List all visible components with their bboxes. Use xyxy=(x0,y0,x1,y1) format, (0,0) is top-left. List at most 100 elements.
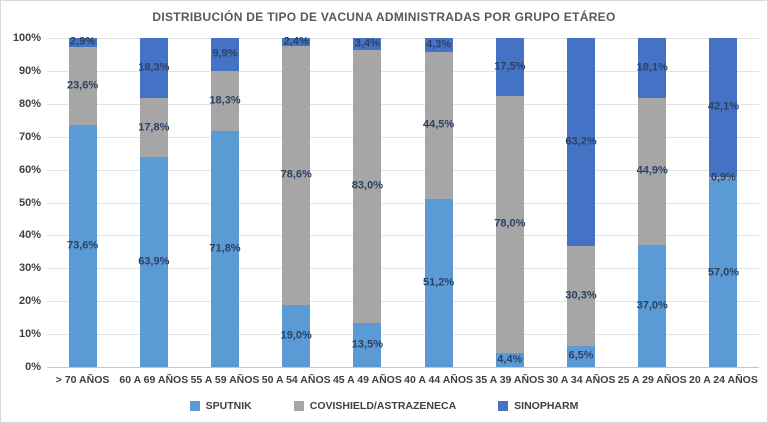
category-label: > 70 AÑOS xyxy=(55,374,110,386)
bar-stack: 73,6% 23,6% 2,9% xyxy=(66,35,99,367)
bar-segment-sinopharm xyxy=(495,38,524,96)
segment-data-label: 4,3% xyxy=(426,38,452,51)
x-axis: > 70 AÑOS 60 A 69 AÑOS 55 A 59 AÑOS 50 A 54… xyxy=(47,374,759,386)
segment-data-label: 78,6% xyxy=(280,168,312,181)
category-label: 25 A 29 AÑOS xyxy=(617,374,687,386)
segment-data-label: 30,3% xyxy=(565,289,597,302)
segment-data-label: 3,4% xyxy=(354,37,380,50)
segment-data-label: 42,1% xyxy=(707,100,740,113)
bar-column: 13,5% 83,0% 3,4% xyxy=(332,38,403,367)
segment-data-label: 4,4% xyxy=(497,353,523,366)
chart-title: DISTRIBUCIÓN DE TIPO DE VACUNA ADMINISTR… xyxy=(152,10,616,24)
segment-data-label: 9,9% xyxy=(212,47,238,60)
segment-data-label: 37,0% xyxy=(636,299,668,312)
bar-stack: 37,0% 44,9% 18,1% xyxy=(636,38,668,367)
bar-stack: 6,5% 30,3% 63,2% xyxy=(565,38,597,367)
segment-data-label: 73,6% xyxy=(66,239,99,252)
bar-segment-sinopharm xyxy=(139,38,168,99)
bar-segment-covishield-astrazeneca xyxy=(282,45,311,305)
x-axis-line xyxy=(47,367,759,368)
bar-segment-covishield-astrazeneca xyxy=(495,95,524,353)
y-tick-label: 0% xyxy=(25,361,41,373)
plot-area: 73,6% 23,6% 2,9% 63,9% 17,8% 18,3% 71,8% 18,3% 9… xyxy=(47,35,759,368)
bar-column: 19,0% 78,6% 2,4% xyxy=(261,35,332,367)
grid-line xyxy=(47,136,759,138)
segment-data-label: 51,2% xyxy=(423,276,455,289)
segment-data-label: 18,3% xyxy=(138,61,170,74)
category-label: 35 A 39 AÑOS xyxy=(475,374,545,386)
bar-segment-sinopharm xyxy=(68,37,97,48)
category-label: 60 A 69 AÑOS xyxy=(119,374,189,386)
bar-segment-sinopharm xyxy=(638,38,667,98)
segment-data-label: 57,0% xyxy=(707,266,740,279)
bar-stack: 51,2% 44,5% 4,3% xyxy=(423,38,455,367)
bar-segment-sputnik xyxy=(567,345,596,367)
y-tick-label: 40% xyxy=(18,229,41,242)
grid-line xyxy=(47,235,759,237)
category-label: 40 A 44 AÑOS xyxy=(404,374,474,386)
y-tick-label: 50% xyxy=(18,196,41,209)
bar-column: 51,2% 44,5% 4,3% xyxy=(403,38,474,367)
legend-swatch-icon xyxy=(498,401,509,411)
y-tick-label: 60% xyxy=(18,163,41,176)
bar-column: 4,4% 78,0% 17,5% xyxy=(474,38,545,367)
legend-swatch-icon xyxy=(189,401,200,411)
segment-data-label: 13,5% xyxy=(351,338,384,351)
bar-column: 6,5% 30,3% 63,2% xyxy=(545,38,616,367)
segment-data-label: 2,9% xyxy=(70,35,96,48)
bar-segment-sputnik xyxy=(211,130,239,367)
bar-segment-covishield-astrazeneca xyxy=(424,52,453,199)
segment-data-label: 83,0% xyxy=(351,179,384,192)
bar-column: 57,0% 0,9% 42,1% xyxy=(688,38,759,367)
bar-segment-sputnik xyxy=(139,156,168,367)
bar-segment-sinopharm xyxy=(211,38,239,71)
segment-data-label: 0,9% xyxy=(710,171,736,184)
bar-segment-sputnik xyxy=(424,198,453,367)
segment-data-label: 63,2% xyxy=(565,135,597,148)
segment-data-label: 17,5% xyxy=(494,60,526,73)
bar-stack: 71,8% 18,3% 9,9% xyxy=(209,38,241,367)
y-tick-label: 100% xyxy=(12,32,41,44)
segment-data-label: 44,5% xyxy=(423,118,455,131)
legend-item-sputnik: SPUTNIK xyxy=(189,400,252,412)
bar-column: 37,0% 44,9% 18,1% xyxy=(617,38,688,367)
segment-data-label: 44,9% xyxy=(636,164,668,177)
segment-data-label: 71,8% xyxy=(209,242,241,255)
bar-segment-sinopharm xyxy=(424,38,453,53)
bar-stack: 19,0% 78,6% 2,4% xyxy=(280,35,312,367)
segment-data-label: 6,5% xyxy=(568,349,594,362)
y-tick-label: 30% xyxy=(18,262,41,275)
legend-item-sinopharm: SINOPHARM xyxy=(498,400,578,412)
bar-segment-covishield-astrazeneca xyxy=(567,245,596,346)
bar-stack: 57,0% 0,9% 42,1% xyxy=(707,38,740,367)
category-label: 45 A 49 AÑOS xyxy=(332,374,402,386)
grid-line xyxy=(47,334,759,336)
y-axis: 0% 10% 20% 30% 40% 50% 60% 70% 80% 90% 100% xyxy=(1,33,41,373)
bar-segment-sputnik xyxy=(68,124,97,367)
bar-columns: 73,6% 23,6% 2,9% 63,9% 17,8% 18,3% 71,8% 18,3% 9… xyxy=(47,35,759,367)
category-label: 20 A 24 AÑOS xyxy=(688,374,758,386)
segment-data-label: 17,8% xyxy=(138,121,170,133)
bar-segment-sinopharm xyxy=(353,38,382,50)
segment-data-label: 2,4% xyxy=(283,35,309,48)
grid-line xyxy=(47,202,759,204)
bar-column: 63,9% 17,8% 18,3% xyxy=(118,38,189,367)
bar-segment-sinopharm xyxy=(567,38,596,246)
segment-data-label: 63,9% xyxy=(138,255,170,268)
bar-segment-sinopharm xyxy=(282,38,311,46)
bar-segment-covishield-astrazeneca xyxy=(638,97,667,246)
category-label: 55 A 59 AÑOS xyxy=(190,374,260,386)
category-label: 50 A 54 AÑOS xyxy=(261,374,331,386)
grid-line xyxy=(47,169,759,171)
grid-line xyxy=(47,38,759,39)
bar-segment-covishield-astrazeneca xyxy=(709,176,738,180)
bar-stack: 13,5% 83,0% 3,4% xyxy=(351,37,384,367)
segment-data-label: 18,3% xyxy=(209,94,241,107)
grid-line xyxy=(47,268,759,270)
legend-swatch-icon xyxy=(293,401,304,411)
legend-label: SPUTNIK xyxy=(205,400,252,412)
bar-segment-sputnik xyxy=(495,352,524,367)
legend: SPUTNIK COVISHIELD/ASTRAZENECA SINOPHARM xyxy=(1,400,767,412)
segment-data-label: 19,0% xyxy=(280,329,312,342)
bar-segment-sputnik xyxy=(638,245,667,367)
